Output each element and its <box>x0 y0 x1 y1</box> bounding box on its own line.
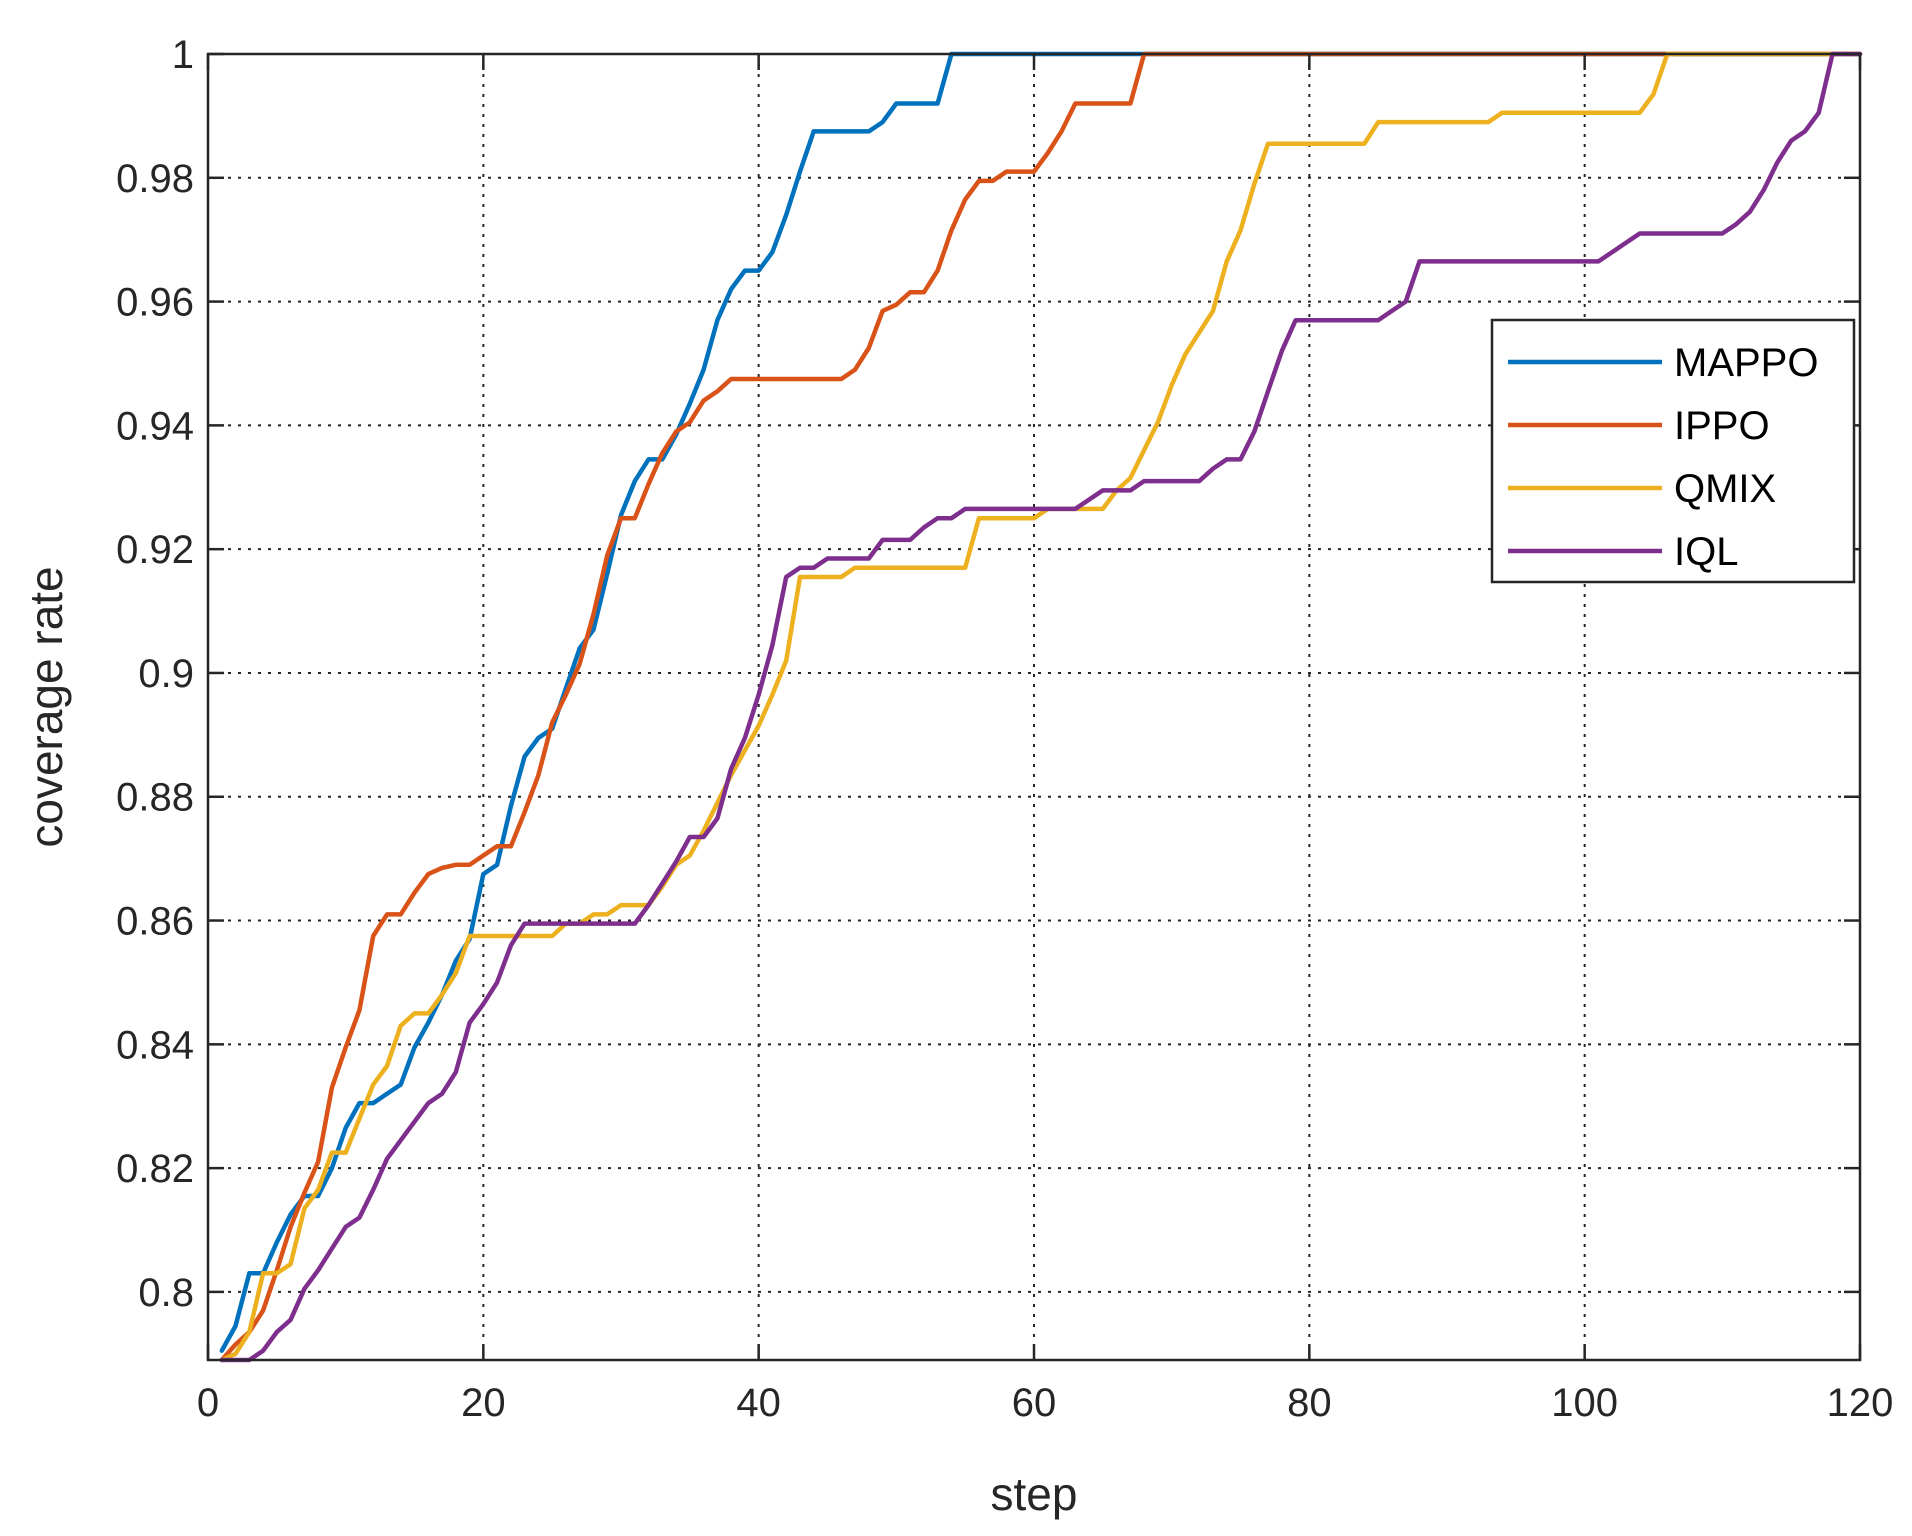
x-tick-label: 100 <box>1551 1381 1618 1425</box>
y-tick-label: 0.92 <box>116 528 194 572</box>
y-tick-label: 0.98 <box>116 157 194 201</box>
y-tick-label: 0.82 <box>116 1147 194 1191</box>
series-line-mappo <box>219 51 1863 1353</box>
x-tick-label: 60 <box>1012 1381 1057 1425</box>
legend-label-qmix: QMIX <box>1674 467 1776 511</box>
y-axis-label: coverage rate <box>20 566 72 847</box>
y-tick-label: 0.94 <box>116 404 194 448</box>
axis-ticks: 0 20 40 60 80 100 120 0.8 0.82 0.84 0.86 0.88 0.9 0.9… <box>116 33 1893 1425</box>
y-tick-label: 0.86 <box>116 900 194 944</box>
series-line-ippo <box>219 51 1863 1363</box>
y-tick-label: 0.88 <box>116 776 194 820</box>
legend-label-mappo: MAPPO <box>1674 341 1818 385</box>
series-line-qmix <box>219 51 1863 1363</box>
y-tick-label: 0.84 <box>116 1023 194 1067</box>
legend: MAPPO IPPO QMIX IQL <box>1490 318 1856 584</box>
y-tick-label: 0.96 <box>116 281 194 325</box>
y-tick-label: 0.8 <box>138 1271 194 1315</box>
grid-lines <box>208 54 1860 1360</box>
legend-items: MAPPO IPPO QMIX IQL <box>1508 341 1818 574</box>
legend-label-ippo: IPPO <box>1674 404 1770 448</box>
x-axis-label: step <box>991 1468 1078 1520</box>
series-line-iql <box>219 51 1863 1363</box>
x-tick-label: 40 <box>736 1381 781 1425</box>
x-tick-label: 20 <box>461 1381 506 1425</box>
legend-label-iql: IQL <box>1674 530 1738 574</box>
y-tick-label: 1 <box>172 33 194 77</box>
x-tick-label: 120 <box>1827 1381 1894 1425</box>
y-tick-label: 0.9 <box>138 652 194 696</box>
x-tick-label: 80 <box>1287 1381 1332 1425</box>
x-tick-label: 0 <box>197 1381 219 1425</box>
series-lines <box>219 51 1863 1363</box>
